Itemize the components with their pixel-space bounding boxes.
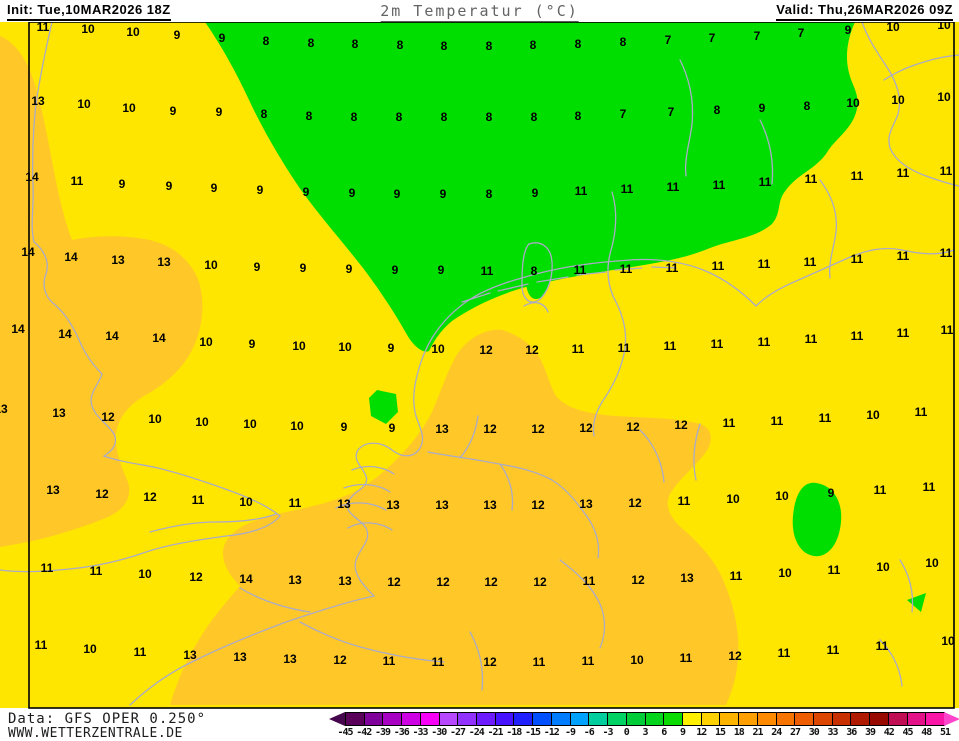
colorbar-tick-label: 9 — [679, 727, 686, 738]
data-source-label: Data: GFS OPER 0.250° — [8, 711, 207, 727]
coastline-path — [129, 247, 955, 706]
colorbar-segment — [477, 713, 496, 725]
colorbar-segment — [570, 713, 590, 725]
colorbar-tick-label: 42 — [883, 727, 895, 738]
colorbar-left-arrow — [329, 712, 345, 726]
colorbar-tick-label: -9 — [564, 727, 576, 738]
valid-time-label: Valid: Thu,26MAR2026 09Z — [776, 2, 953, 21]
colorbar-segment — [664, 713, 683, 725]
init-time-label: Init: Tue,10MAR2026 18Z — [7, 2, 171, 21]
colorbar-segment — [701, 713, 721, 725]
colorbar-tick-label: 30 — [808, 727, 820, 738]
region-green-triangle-southeast — [907, 593, 926, 612]
colorbar-segment — [626, 713, 646, 725]
colorbar-tick-label: -39 — [374, 727, 391, 738]
map-title: 2m Temperatur (°C) — [380, 2, 579, 22]
colorbar-segment — [346, 713, 365, 725]
colorbar-tick-label: 27 — [789, 727, 801, 738]
colorbar-segment — [720, 713, 740, 725]
coastline-path — [879, 559, 914, 687]
colorbar-segment — [776, 713, 796, 725]
colorbar-tick-label: -27 — [449, 727, 466, 738]
colorbar-tick-label: 51 — [939, 727, 951, 738]
colorbar-segment — [888, 713, 908, 725]
region-green-north-sea — [205, 22, 858, 352]
colorbar-tick-label: 6 — [661, 727, 667, 738]
colorbar-tick-label: 18 — [733, 727, 745, 738]
colorbar-segment — [795, 713, 814, 725]
region-orange-center-belgium-germany — [170, 329, 739, 705]
colorbar-tick-label: -21 — [487, 727, 503, 738]
colorbar-segment — [739, 713, 758, 725]
coastline-path — [0, 21, 281, 573]
coastline-path — [559, 423, 701, 649]
colorbar-tick-label: 0 — [623, 727, 630, 738]
colorbar-segment — [608, 713, 627, 725]
coastline-path — [521, 242, 553, 313]
colorbar-tick-label: 36 — [846, 727, 857, 738]
colorbar-segment — [851, 713, 871, 725]
colorbar-tick-label: 33 — [827, 727, 838, 738]
coastline-path — [679, 59, 838, 279]
colorbar-tick-label: -3 — [602, 727, 613, 738]
colorbar-tick-label: -12 — [543, 727, 560, 738]
footer: Data: GFS OPER 0.250° WWW.WETTERZENTRALE… — [0, 710, 959, 741]
colorbar-segment — [383, 713, 403, 725]
colorbar-tick-label: -18 — [506, 727, 522, 738]
colorbar-right-arrow — [944, 712, 959, 726]
colorbar-segment — [870, 713, 889, 725]
colorbar-tick-label: 15 — [714, 727, 726, 738]
coastline-path — [592, 191, 627, 437]
region-green-ijsselmeer — [526, 246, 551, 300]
region-green-rotterdam — [369, 390, 398, 424]
colorbar-tick-label: 48 — [921, 727, 932, 738]
colorbar-labels: -45 -42 -39 -36 -33 -30 -27 -24 -21 -18 -15 -12 -9 -6… — [337, 727, 951, 739]
coastline-path — [149, 513, 277, 533]
colorbar-tick-label: -6 — [583, 727, 595, 738]
colorbar-tick-label: 39 — [864, 727, 876, 738]
colorbar-segment — [533, 713, 552, 725]
colorbar-segment — [682, 713, 702, 725]
colorbar-segment — [402, 713, 421, 725]
website-label: WWW.WETTERZENTRALE.DE — [8, 726, 183, 741]
colorbar-tick-label: 21 — [752, 727, 763, 738]
coastline-path — [239, 587, 484, 691]
temperature-colorbar — [345, 712, 945, 726]
region-orange-england — [0, 36, 203, 547]
colorbar-segment — [420, 713, 440, 725]
header: Init: Tue,10MAR2026 18Z 2m Temperatur (°… — [0, 0, 959, 22]
colorbar-segment — [907, 713, 927, 725]
colorbar-segment — [514, 713, 534, 725]
colorbar-tick-label: -33 — [412, 727, 428, 738]
colorbar-segment — [926, 713, 944, 725]
colorbar-segment — [757, 713, 777, 725]
colorbar-tick-label: -24 — [468, 727, 485, 738]
colorbar-segment — [439, 713, 459, 725]
coastline-path — [861, 21, 959, 187]
coastline-path — [461, 266, 677, 303]
region-green-oval-east — [792, 482, 842, 557]
colorbar-tick-label: 45 — [902, 727, 913, 738]
coastline-path — [335, 465, 395, 531]
colorbar-tick-label: 3 — [642, 727, 648, 738]
colorbar-tick-label: 24 — [771, 727, 782, 738]
map-frame — [28, 21, 955, 709]
colorbar-segment — [589, 713, 609, 725]
colorbar-segment — [458, 713, 478, 725]
colorbar-tick-label: -36 — [393, 727, 410, 738]
colorbar-segment — [364, 713, 384, 725]
colorbar-tick-label: -30 — [431, 727, 447, 738]
colorbar-segment — [495, 713, 515, 725]
colorbar-segment — [813, 713, 833, 725]
colorbar-tick-label: 12 — [696, 727, 707, 738]
colorbar-segment — [832, 713, 852, 725]
colorbar-segment — [551, 713, 571, 725]
colorbar-tick-label: -15 — [524, 727, 541, 738]
coastline-path — [427, 415, 600, 559]
colorbar-tick-label: -42 — [356, 727, 372, 738]
colorbar-tick-label: -45 — [337, 727, 353, 738]
colorbar-segment — [645, 713, 665, 725]
